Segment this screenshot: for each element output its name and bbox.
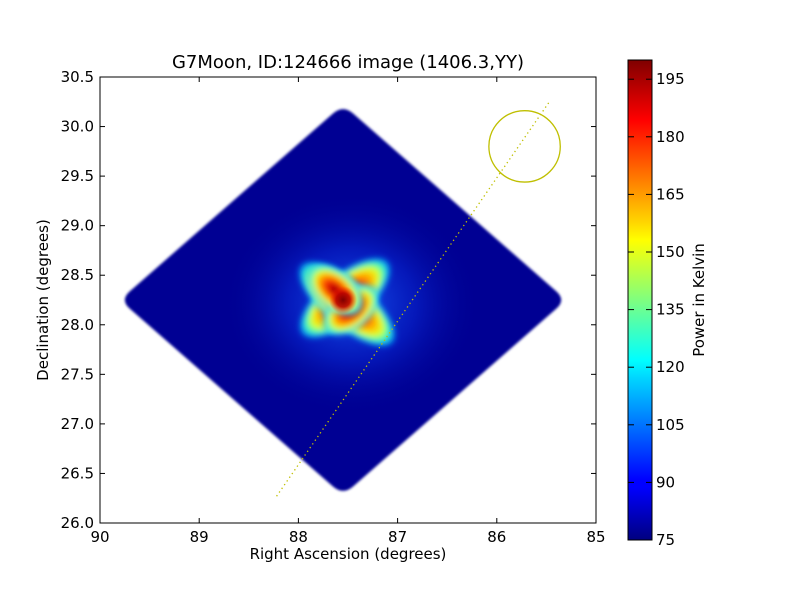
y-tick-label: 26.0 (61, 514, 94, 532)
colorbar-tick-label: 75 (656, 531, 675, 549)
source-emission (221, 192, 482, 416)
y-axis: 26.0 26.5 27.0 27.5 28.0 28.5 29.0 29.5 30.0 30.5 (61, 68, 596, 532)
colorbar-label: Power in Kelvin (690, 243, 708, 357)
plot-frame (99, 76, 597, 524)
y-tick-label: 27.0 (61, 415, 94, 433)
x-axis: 90 89 88 87 86 85 (90, 77, 606, 546)
colorbar-tick-label: 195 (656, 70, 685, 88)
x-tick-label: 89 (190, 528, 209, 546)
y-tick-label: 29.5 (61, 167, 94, 185)
y-tick-label: 28.0 (61, 316, 94, 334)
x-axis-label: Right Ascension (degrees) (250, 545, 447, 563)
colorbar-ticks: 75 90 105 120 135 150 165 180 195 (628, 70, 685, 549)
annotation-circle (488, 110, 561, 183)
x-tick-label: 86 (487, 528, 506, 546)
colorbar-tick-label: 150 (656, 243, 685, 261)
x-tick-label: 88 (289, 528, 308, 546)
plot-area (124, 101, 562, 497)
y-tick-label: 28.5 (61, 266, 94, 284)
source-core (329, 286, 358, 314)
colorbar-tick-label: 165 (656, 185, 685, 203)
y-tick-label: 29.0 (61, 217, 94, 235)
y-tick-label: 26.5 (61, 464, 94, 482)
x-tick-label: 90 (90, 528, 109, 546)
colorbar: 75 90 105 120 135 150 165 180 195 Power in Kelvi… (627, 59, 708, 549)
colorbar-tick-label: 105 (656, 416, 685, 434)
colorbar-tick-label: 135 (656, 301, 685, 319)
y-axis-label: Declination (degrees) (34, 219, 52, 381)
x-tick-label: 85 (586, 528, 605, 546)
colorbar-tick-label: 180 (656, 128, 685, 146)
colorbar-tick-label: 120 (656, 358, 685, 376)
y-tick-label: 30.0 (61, 118, 94, 136)
y-tick-label: 30.5 (61, 68, 94, 86)
colorbar-gradient (627, 59, 653, 541)
x-tick-label: 87 (388, 528, 407, 546)
y-tick-label: 27.5 (61, 365, 94, 383)
chart-title: G7Moon, ID:124666 image (1406.3,YY) (172, 52, 524, 73)
colorbar-tick-label: 90 (656, 473, 675, 491)
